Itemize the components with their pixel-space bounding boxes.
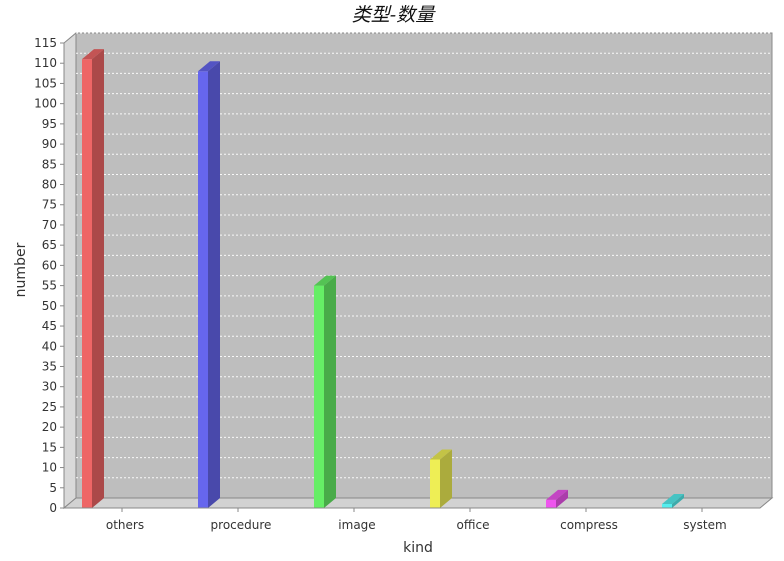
y-tick-label: 50	[42, 299, 57, 313]
y-tick-label: 85	[42, 157, 57, 171]
plot-side-wall	[63, 31, 77, 510]
y-tick-label: 20	[42, 420, 57, 434]
bar	[546, 489, 568, 508]
x-tick-label: procedure	[211, 518, 272, 532]
bar-front	[546, 499, 556, 508]
bar-front	[430, 459, 440, 508]
bar-top	[82, 49, 104, 60]
y-tick-label: 65	[42, 238, 57, 252]
y-tick-label: 95	[42, 117, 57, 131]
plot-area	[62, 31, 774, 510]
y-axis-title: number	[13, 242, 29, 297]
gridlines	[76, 32, 772, 479]
x-tick-label: system	[683, 518, 726, 532]
bar-side	[208, 61, 220, 508]
bar-top	[198, 61, 220, 72]
chart-title: 类型-数量	[352, 4, 436, 26]
bar-side	[92, 49, 104, 508]
bar-front	[198, 71, 208, 508]
bar	[662, 493, 684, 508]
x-axis-title: kind	[403, 540, 433, 556]
y-tick-label: 5	[49, 481, 57, 495]
bar-side	[324, 275, 336, 508]
y-tick-label: 60	[42, 258, 57, 272]
y-tick-label: 10	[42, 461, 57, 475]
x-tick-label: image	[338, 518, 375, 532]
y-tick-label: 70	[42, 218, 57, 232]
bar-side	[440, 449, 452, 508]
y-tick-label: 45	[42, 319, 57, 333]
bar-front	[314, 285, 324, 508]
bar	[430, 449, 452, 508]
bar-top	[314, 275, 336, 286]
x-tick-label: others	[106, 518, 144, 532]
x-axis-ticks: others procedure image office compress system	[106, 508, 727, 532]
bar-front	[662, 503, 672, 508]
y-tick-label: 55	[42, 279, 57, 293]
bar-front	[82, 59, 92, 508]
y-tick-label: 115	[34, 36, 57, 50]
y-tick-label: 105	[34, 76, 57, 90]
y-axis-ticks: 0 5 10 15 20 25 30 35 40 45 50 55 60 65 70 75 80 85 90 95 10…	[34, 36, 64, 515]
plot-back-wall	[75, 32, 773, 499]
x-tick-label: office	[457, 518, 490, 532]
bar	[82, 49, 104, 508]
bar-side	[672, 493, 684, 508]
y-tick-label: 75	[42, 198, 57, 212]
y-tick-label: 30	[42, 380, 57, 394]
y-tick-label: 90	[42, 137, 57, 151]
y-tick-label: 40	[42, 339, 57, 353]
bars	[82, 49, 684, 508]
bar-top	[662, 493, 684, 504]
bar-side	[556, 489, 568, 508]
y-tick-label: 80	[42, 178, 57, 192]
y-tick-label: 110	[34, 56, 57, 70]
y-tick-label: 25	[42, 400, 57, 414]
y-tick-label: 35	[42, 359, 57, 373]
x-tick-label: compress	[560, 518, 618, 532]
y-tick-label: 100	[34, 97, 57, 111]
y-tick-label: 0	[49, 501, 57, 515]
bar-top	[546, 489, 568, 500]
bar-top	[430, 449, 452, 460]
bar	[198, 61, 220, 508]
y-tick-label: 15	[42, 440, 57, 454]
bar	[314, 275, 336, 508]
